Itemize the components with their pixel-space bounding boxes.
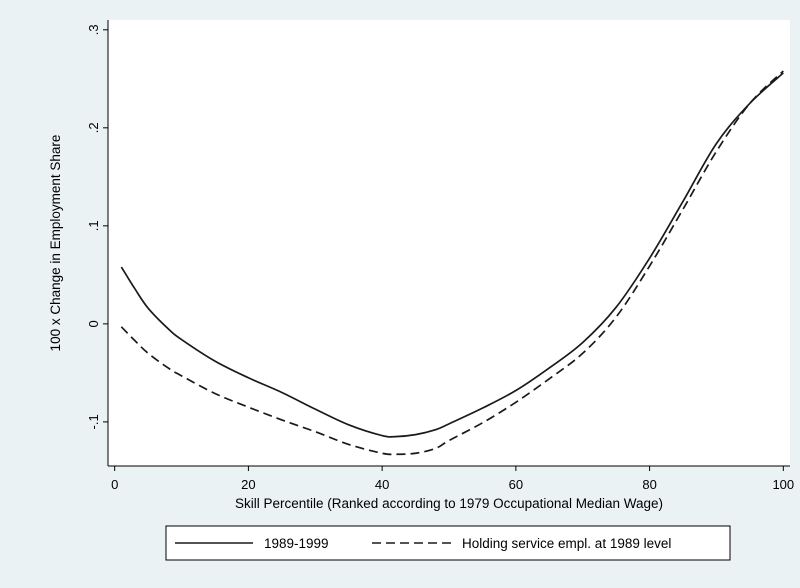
- y-ticks: -.1 0 .1 .2 .3: [86, 24, 108, 429]
- y-tick-label: .1: [86, 220, 101, 231]
- series-line-holding-service: [120, 70, 784, 456]
- x-axis-title: Skill Percentile (Ranked according to 19…: [235, 496, 663, 511]
- y-tick-label: .3: [86, 24, 101, 35]
- x-tick-label: 80: [642, 477, 656, 492]
- plot-area: [108, 20, 790, 466]
- x-tick-label: 40: [375, 477, 389, 492]
- x-tick-label: 0: [111, 477, 118, 492]
- legend-label-1989-1999: 1989-1999: [264, 536, 329, 551]
- x-tick-label: 60: [509, 477, 523, 492]
- series-group: [120, 70, 784, 456]
- series-line-1989-1999: [120, 72, 784, 438]
- x-tick-label: 20: [241, 477, 255, 492]
- y-tick-label: 0: [86, 320, 101, 327]
- legend-label-holding-service: Holding service empl. at 1989 level: [462, 536, 671, 551]
- x-ticks: 0 20 40 60 80 100: [111, 466, 794, 492]
- y-tick-label: .2: [86, 122, 101, 133]
- y-axis-title: 100 x Change in Employment Share: [48, 135, 63, 352]
- legend: 1989-1999 Holding service empl. at 1989 …: [165, 525, 731, 561]
- y-tick-label: -.1: [86, 414, 101, 429]
- x-tick-label: 100: [772, 477, 794, 492]
